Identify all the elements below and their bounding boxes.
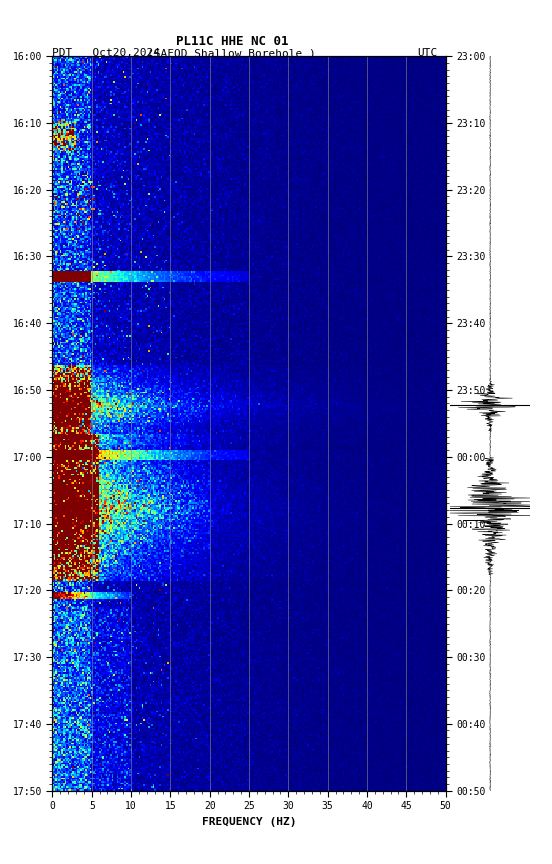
Text: UTC: UTC [417,48,437,59]
X-axis label: FREQUENCY (HZ): FREQUENCY (HZ) [202,816,296,827]
Text: PL11C HHE NC 01: PL11C HHE NC 01 [176,35,288,48]
Text: (SAFOD Shallow Borehole ): (SAFOD Shallow Borehole ) [147,48,316,59]
Text: PDT   Oct20,2024: PDT Oct20,2024 [52,48,161,59]
